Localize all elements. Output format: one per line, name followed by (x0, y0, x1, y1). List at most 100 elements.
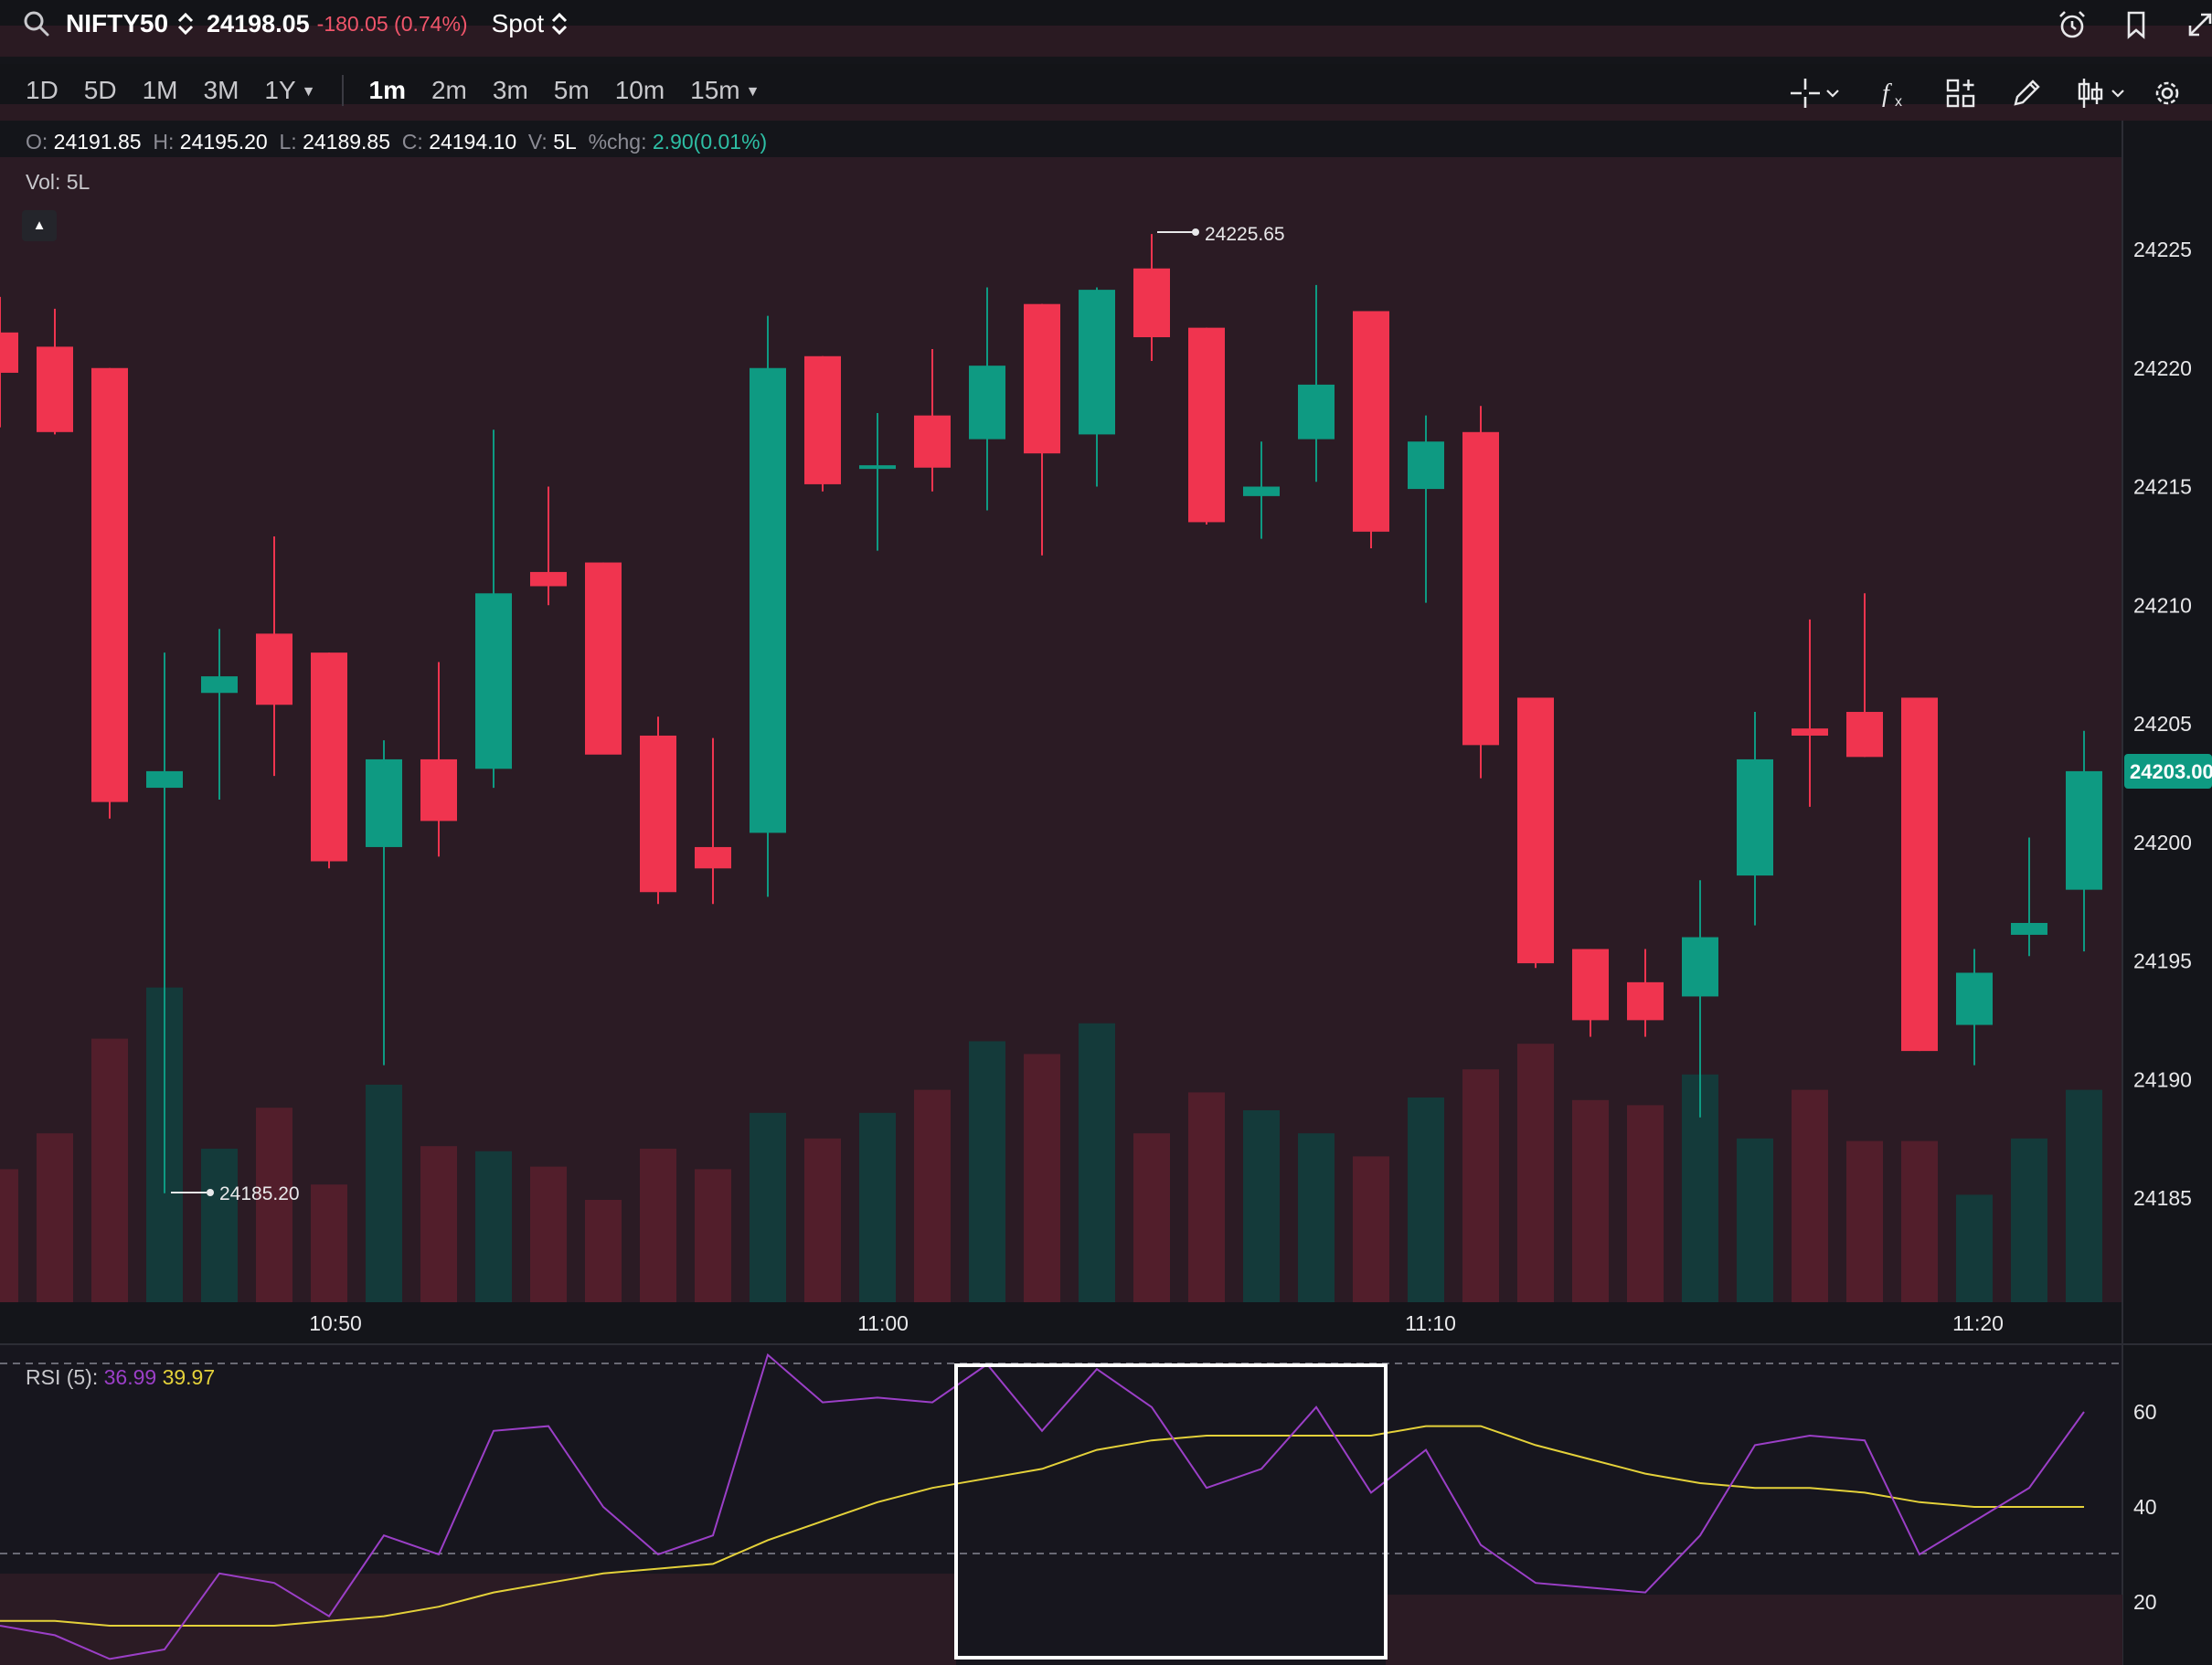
range-1d[interactable]: 1D (26, 76, 58, 104)
candle-type-icon[interactable] (2072, 75, 2109, 111)
volume-bar (2011, 1138, 2047, 1302)
time-axis-ticks: 10:50 11:00 11:10 11:20 (309, 1311, 2004, 1335)
volume-legend: Vol: 5L (26, 170, 90, 194)
high-marker: 24225.65 (1157, 224, 1285, 245)
volume-bar (2066, 1089, 2102, 1302)
range-1y-label: 1Y (264, 76, 296, 104)
range-1y[interactable]: 1Y ▼ (264, 76, 315, 105)
spot-selector[interactable]: Spot (491, 9, 545, 37)
candle-body (0, 332, 18, 373)
last-price-tag: 24203.00 (2124, 754, 2212, 789)
volume-bar (1846, 1140, 1883, 1302)
last-price: 24198.05 (207, 9, 310, 37)
selection-box[interactable] (954, 1363, 1388, 1660)
candle-body (1462, 431, 1499, 746)
rsi-pane: 60 40 20 (0, 1352, 2157, 1665)
price-tick-label: 24205 (2133, 712, 2192, 736)
close-value: 24194.10 (429, 130, 517, 154)
rsi-tick-label: 20 (2133, 1590, 2157, 1614)
low-marker: 24185.20 (171, 1183, 300, 1204)
settings-gear-icon[interactable] (2149, 75, 2185, 111)
alarm-icon[interactable] (2057, 9, 2088, 40)
volume-bar (311, 1184, 347, 1302)
symbol-bar: NIFTY50 24198.05 -180.05 (0.74%) Spot (0, 0, 2212, 57)
interval-3m[interactable]: 3m (492, 76, 528, 104)
candle-type-dropdown-icon[interactable] (2109, 84, 2127, 102)
candle-body (201, 676, 238, 694)
candle-body (1627, 981, 1664, 1021)
candle-body (1517, 697, 1554, 964)
caret-down-icon: ▼ (301, 83, 316, 100)
rsi-name: RSI (5): (26, 1365, 99, 1389)
volume-bar (530, 1166, 567, 1302)
volume-bar (37, 1133, 73, 1302)
price-tick-label: 24220 (2133, 356, 2192, 380)
volume-bar (1901, 1140, 1938, 1302)
crosshair-icon[interactable] (1787, 75, 1824, 111)
symbol-name[interactable]: NIFTY50 (66, 9, 169, 37)
high-label-text: H: (153, 130, 175, 154)
price-tick-label: 24210 (2133, 593, 2192, 617)
volume-bar (914, 1089, 951, 1302)
volume-value: 5L (553, 130, 577, 154)
open-value: 24191.85 (53, 130, 142, 154)
rsi-signal-line (0, 1425, 2084, 1627)
bookmark-icon[interactable] (2121, 9, 2152, 40)
templates-grid-icon[interactable] (1942, 75, 1979, 111)
symbol-switch-icon[interactable] (175, 11, 196, 37)
volume-label-text: V: (527, 130, 548, 154)
volume-bar (1627, 1105, 1664, 1302)
candle-body (750, 367, 786, 833)
volume-bar (1408, 1098, 1444, 1302)
search-icon[interactable] (22, 9, 51, 38)
volume-bar (585, 1200, 622, 1302)
last-price-tag-label: 24203.00 (2130, 760, 2212, 783)
high-label: 24225.65 (1205, 224, 1285, 245)
volume-bar (750, 1112, 786, 1302)
interval-10m[interactable]: 10m (614, 76, 665, 104)
candle-body (1792, 728, 1828, 736)
range-3m[interactable]: 3M (203, 76, 239, 104)
candle-body (1188, 327, 1225, 523)
rsi-band (0, 1574, 956, 1665)
interval-5m[interactable]: 5m (553, 76, 590, 104)
candle-body (640, 735, 676, 893)
volume-bar (91, 1038, 128, 1302)
time-tick-label: 10:50 (309, 1311, 362, 1335)
interval-15m[interactable]: 15m ▼ (690, 76, 760, 105)
volume-bar (1079, 1023, 1115, 1302)
candle-body (2011, 922, 2047, 935)
crosshair-dropdown-icon[interactable] (1824, 84, 1842, 102)
low-label: 24185.20 (219, 1183, 300, 1204)
volume-bar (1133, 1133, 1170, 1302)
collapse-legend-button[interactable]: ▲ (22, 210, 57, 241)
price-pane-background (0, 157, 2122, 1302)
interval-15m-label: 15m (690, 76, 740, 104)
candle-body (256, 633, 292, 705)
volume-bar (1188, 1092, 1225, 1302)
price-axis-ticks: 24225 24220 24215 24210 24205 24200 24195 24190… (2133, 238, 2192, 1210)
volume-bar (969, 1041, 1005, 1302)
drawing-pen-icon[interactable] (2008, 75, 2045, 111)
volume-bar (1462, 1069, 1499, 1302)
interval-1m[interactable]: 1m (368, 76, 406, 104)
volume-bar (1792, 1089, 1828, 1302)
price-change: -180.05 (0.74%) (316, 11, 468, 36)
volume-bar (1024, 1054, 1060, 1302)
expand-icon[interactable] (2185, 9, 2212, 40)
candle-body (1353, 311, 1389, 532)
volume-bar (1298, 1133, 1335, 1302)
candle-body (37, 346, 73, 432)
candle-body (1901, 697, 1938, 1052)
range-1m[interactable]: 1M (142, 76, 178, 104)
spot-switch-icon[interactable] (549, 11, 569, 37)
price-axis-background (2122, 121, 2212, 1302)
symbol-bar-strip (0, 26, 2212, 57)
candle-body (969, 366, 1005, 440)
candle-body (1408, 441, 1444, 490)
interval-2m[interactable]: 2m (431, 76, 467, 104)
indicators-fx-icon[interactable]: f x (1877, 75, 1913, 111)
range-5d[interactable]: 5D (83, 76, 117, 104)
price-tick-label: 24190 (2133, 1067, 2192, 1091)
